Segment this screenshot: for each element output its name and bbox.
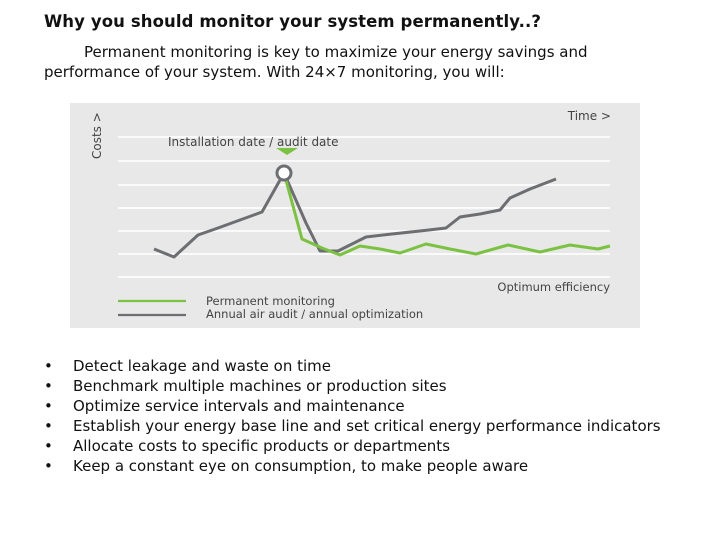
list-item-text: Allocate costs to specific products or d… — [73, 437, 451, 455]
bullet-icon: • — [44, 457, 53, 475]
list-item: • Optimize service intervals and maintena… — [44, 396, 684, 416]
legend-label-annual: Annual air audit / annual optimization — [206, 307, 423, 321]
intro-paragraph: Permanent monitoring is key to maximize … — [44, 43, 588, 81]
legend-label-permanent: Permanent monitoring — [206, 294, 335, 308]
bullet-icon: • — [44, 397, 53, 415]
list-item: • Benchmark multiple machines or producti… — [44, 376, 684, 396]
optimum-efficiency-label: Optimum efficiency — [497, 280, 610, 294]
bullet-icon: • — [44, 377, 53, 395]
bullet-icon: • — [44, 357, 53, 375]
grid-lines — [118, 136, 610, 278]
benefits-list: • Detect leakage and waste on time • Bench… — [44, 356, 684, 476]
list-item: • Keep a constant eye on consumption, to … — [44, 456, 684, 476]
list-item: • Detect leakage and waste on time — [44, 356, 684, 376]
audit-point-icon — [275, 164, 293, 182]
page-title: Why you should monitor your system perma… — [44, 12, 541, 31]
list-item-text: Optimize service intervals and maintenan… — [73, 397, 405, 415]
list-item: • Establish your energy base line and set… — [44, 416, 684, 436]
permanent-monitoring-line — [282, 172, 611, 257]
installation-date-label: Installation date / audit date — [168, 135, 339, 149]
list-item-text: Benchmark multiple machines or productio… — [73, 377, 447, 395]
bullet-icon: • — [44, 417, 53, 435]
cost-monitoring-figure: Time > Costs > Installation date / audit… — [70, 103, 640, 328]
list-item-text: Keep a constant eye on consumption, to m… — [73, 457, 529, 475]
list-item-text: Detect leakage and waste on time — [73, 357, 331, 375]
annual-audit-line — [153, 171, 557, 259]
time-axis-label: Time > — [567, 109, 611, 123]
marker-arrow-icon — [276, 148, 298, 155]
list-item-text: Establish your energy base line and set … — [73, 417, 661, 435]
cost-chart-svg: Time > Costs > Installation date / audit… — [90, 109, 611, 321]
costs-axis-label: Costs > — [90, 112, 104, 159]
list-item: • Allocate costs to specific products or … — [44, 436, 684, 456]
bullet-icon: • — [44, 437, 53, 455]
